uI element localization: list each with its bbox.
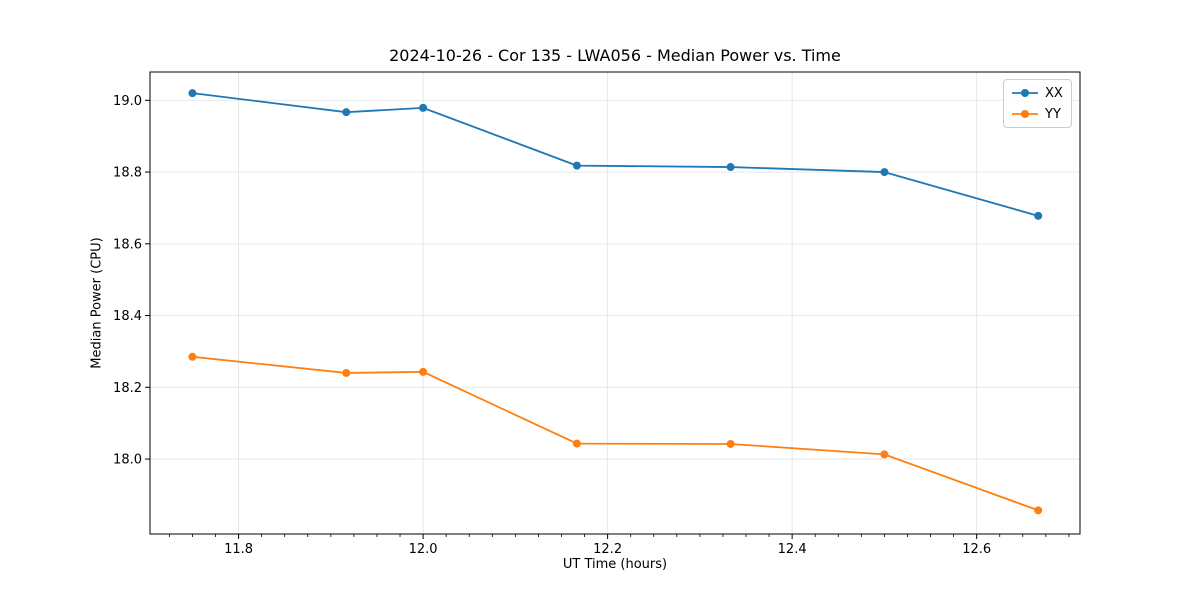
data-point-xx <box>419 103 428 112</box>
x-tick-label: 12.0 <box>409 542 438 557</box>
x-axis-label: UT Time (hours) <box>562 557 668 572</box>
x-axis-ticks: 11.8 12.0 12.2 12.4 12.6 <box>224 534 991 557</box>
xx-line-sample-icon <box>1012 89 1038 97</box>
data-point-xx <box>188 89 197 98</box>
y-tick-label: 18.0 <box>113 453 142 468</box>
y-tick-label: 18.4 <box>113 309 142 324</box>
data-point-yy <box>572 439 581 448</box>
data-point-yy <box>188 352 197 361</box>
data-point-xx <box>880 168 889 177</box>
yy-line-sample-icon <box>1012 110 1038 118</box>
legend-label-xx: XX <box>1045 85 1063 101</box>
data-point-xx <box>572 161 581 170</box>
grid-lines <box>150 72 1080 534</box>
series-yy <box>188 352 1043 515</box>
legend: XX YY <box>1003 79 1072 128</box>
y-tick-label: 18.8 <box>113 166 142 181</box>
y-axis-label: Median Power (CPU) <box>89 237 105 369</box>
axes-spines <box>149 71 1081 535</box>
data-point-yy <box>726 439 735 448</box>
x-tick-label: 11.8 <box>224 542 253 557</box>
y-tick-label: 19.0 <box>113 94 142 109</box>
x-tick-label: 12.6 <box>962 542 991 557</box>
x-tick-label: 12.2 <box>593 542 622 557</box>
chart-title: 2024-10-26 - Cor 135 - LWA056 - Median P… <box>389 46 841 65</box>
y-axis-ticks: 18.0 18.2 18.4 18.6 18.8 19.0 <box>113 94 150 468</box>
series-xx <box>188 89 1043 220</box>
data-point-yy <box>1034 506 1043 515</box>
y-tick-label: 18.6 <box>113 237 142 252</box>
data-point-xx <box>1034 211 1043 220</box>
legend-item-yy: YY <box>1011 105 1063 123</box>
legend-label-yy: YY <box>1045 106 1061 122</box>
data-point-yy <box>880 450 889 459</box>
y-tick-label: 18.2 <box>113 381 142 396</box>
data-point-yy <box>419 367 428 376</box>
legend-item-xx: XX <box>1011 84 1063 102</box>
data-point-yy <box>342 368 351 377</box>
data-point-xx <box>726 163 735 172</box>
data-point-xx <box>342 108 351 117</box>
x-tick-label: 12.4 <box>778 542 807 557</box>
x-axis-minor-ticks <box>168 534 1070 537</box>
